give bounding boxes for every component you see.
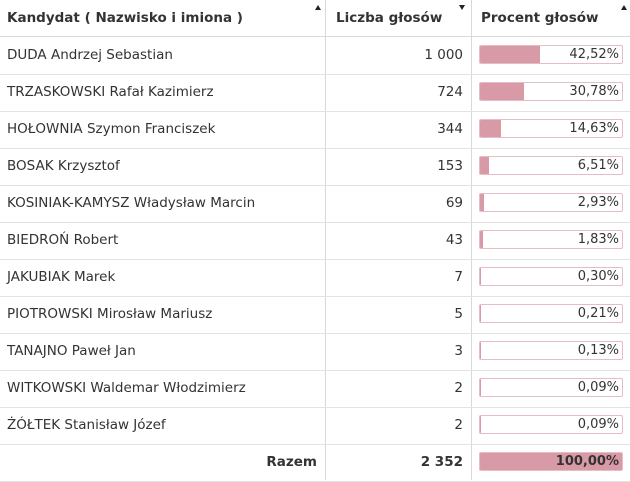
percent-value: 14,63% xyxy=(569,120,619,137)
candidate-name: TANAJNO Paweł Jan xyxy=(7,333,136,370)
vote-count: 724 xyxy=(326,74,463,111)
percent-fill xyxy=(480,83,524,100)
vote-count: 344 xyxy=(326,111,463,148)
percent-value: 2,93% xyxy=(578,194,619,211)
candidate-name: JAKUBIAK Marek xyxy=(7,259,115,296)
percent-value: 30,78% xyxy=(569,83,619,100)
percent-value: 1,83% xyxy=(578,231,619,248)
candidate-name: KOSINIAK-KAMYSZ Władysław Marcin xyxy=(7,185,255,222)
header-percent-label: Procent głosów xyxy=(481,10,598,26)
table-row: HOŁOWNIA Szymon Franciszek 344 14,63% xyxy=(0,111,630,149)
table-row: JAKUBIAK Marek 7 0,30% xyxy=(0,259,630,297)
percent-bar: 2,93% xyxy=(479,193,623,212)
percent-value: 0,13% xyxy=(578,342,619,359)
vote-count: 5 xyxy=(326,296,463,333)
candidate-name: DUDA Andrzej Sebastian xyxy=(7,37,173,74)
header-percent[interactable]: Procent głosów xyxy=(481,0,621,36)
percent-fill xyxy=(480,120,501,137)
vote-count: 1 000 xyxy=(326,37,463,74)
vote-count: 3 xyxy=(326,333,463,370)
percent-bar: 0,09% xyxy=(479,378,623,397)
percent-value: 0,09% xyxy=(578,379,619,396)
candidate-name: BOSAK Krzysztof xyxy=(7,148,120,185)
total-percent: 100,00% xyxy=(556,453,619,470)
table-row: TRZASKOWSKI Rafał Kazimierz 724 30,78% xyxy=(0,74,630,112)
table-row: PIOTROWSKI Mirosław Mariusz 5 0,21% xyxy=(0,296,630,334)
percent-fill xyxy=(480,194,484,211)
percent-fill xyxy=(480,46,540,63)
percent-bar: 1,83% xyxy=(479,230,623,249)
percent-bar: 0,09% xyxy=(479,415,623,434)
candidate-name: HOŁOWNIA Szymon Franciszek xyxy=(7,111,215,148)
total-percent-bar: 100,00% xyxy=(479,452,623,471)
percent-bar: 14,63% xyxy=(479,119,623,138)
table-row: WITKOWSKI Waldemar Włodzimierz 2 0,09% xyxy=(0,370,630,408)
vote-count: 7 xyxy=(326,259,463,296)
table-row: ŻÓŁTEK Stanisław Józef 2 0,09% xyxy=(0,407,630,445)
total-label: Razem xyxy=(266,444,317,481)
table-row: KOSINIAK-KAMYSZ Władysław Marcin 69 2,93% xyxy=(0,185,630,223)
candidate-name: ŻÓŁTEK Stanisław Józef xyxy=(7,407,166,444)
percent-bar: 0,21% xyxy=(479,304,623,323)
percent-value: 42,52% xyxy=(569,46,619,63)
percent-bar: 0,13% xyxy=(479,341,623,360)
percent-fill xyxy=(480,157,489,174)
header-candidate-label: Kandydat ( Nazwisko i imiona ) xyxy=(7,10,243,26)
table-row: DUDA Andrzej Sebastian 1 000 42,52% xyxy=(0,37,630,75)
table-row: BIEDROŃ Robert 43 1,83% xyxy=(0,222,630,260)
header-votes[interactable]: Liczba głosów xyxy=(336,0,466,36)
total-row: Razem 2 352 100,00% xyxy=(0,444,630,482)
header-votes-label: Liczba głosów xyxy=(336,10,442,26)
percent-bar: 6,51% xyxy=(479,156,623,175)
candidate-name: TRZASKOWSKI Rafał Kazimierz xyxy=(7,74,214,111)
vote-count: 153 xyxy=(326,148,463,185)
percent-value: 0,09% xyxy=(578,416,619,433)
percent-bar: 42,52% xyxy=(479,45,623,64)
candidate-name: PIOTROWSKI Mirosław Mariusz xyxy=(7,296,212,333)
candidate-name: WITKOWSKI Waldemar Włodzimierz xyxy=(7,370,246,407)
table-row: TANAJNO Paweł Jan 3 0,13% xyxy=(0,333,630,371)
percent-fill xyxy=(480,231,483,248)
vote-count: 43 xyxy=(326,222,463,259)
sort-desc-icon[interactable] xyxy=(459,5,465,10)
vote-count: 2 xyxy=(326,370,463,407)
vote-count: 2 xyxy=(326,407,463,444)
sort-asc-icon[interactable] xyxy=(621,5,627,10)
header-candidate[interactable]: Kandydat ( Nazwisko i imiona ) xyxy=(7,0,323,36)
sort-asc-icon[interactable] xyxy=(315,5,321,10)
total-votes: 2 352 xyxy=(326,444,463,481)
table-row: BOSAK Krzysztof 153 6,51% xyxy=(0,148,630,186)
vote-count: 69 xyxy=(326,185,463,222)
percent-value: 0,30% xyxy=(578,268,619,285)
percent-bar: 30,78% xyxy=(479,82,623,101)
percent-value: 6,51% xyxy=(578,157,619,174)
candidate-name: BIEDROŃ Robert xyxy=(7,222,118,259)
table-header: Kandydat ( Nazwisko i imiona ) Liczba gł… xyxy=(0,0,630,37)
percent-bar: 0,30% xyxy=(479,267,623,286)
percent-value: 0,21% xyxy=(578,305,619,322)
